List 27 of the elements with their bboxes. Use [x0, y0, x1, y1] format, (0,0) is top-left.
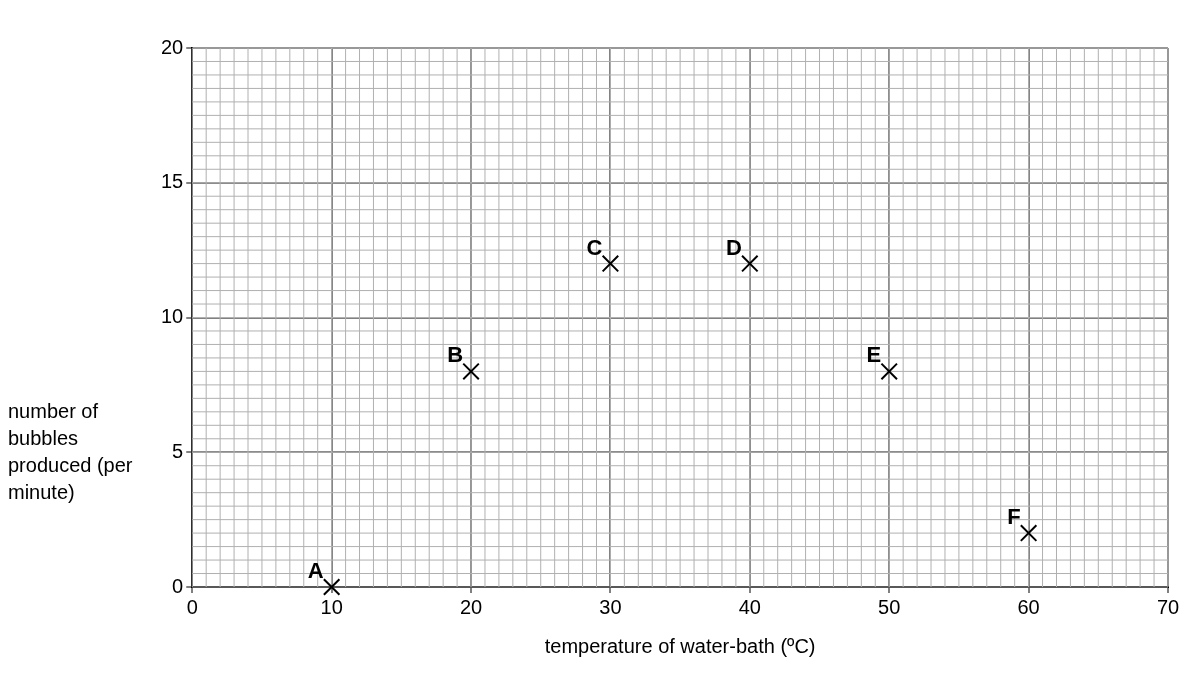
x-tick-label: 10 — [320, 595, 343, 618]
y-tick-label: 10 — [161, 305, 184, 328]
annotation: F — [1007, 504, 1021, 530]
x-tick-label: 40 — [738, 595, 761, 618]
x-tick-label: 50 — [878, 595, 901, 618]
x-tick-label: 20 — [459, 595, 483, 618]
x-tick-label: 0 — [186, 595, 198, 618]
annotation: D — [725, 234, 742, 260]
annotation: B — [447, 342, 464, 368]
point — [462, 362, 480, 381]
y-tick-label: 0 — [172, 574, 184, 597]
point — [880, 362, 898, 381]
annotation: C — [586, 234, 603, 260]
annotation: A — [307, 558, 324, 584]
point — [1019, 524, 1038, 542]
x-tick-label: 70 — [1156, 595, 1180, 618]
x-axis-title: temperature of water-bath (ºC) — [544, 634, 816, 657]
y-tick-label: 20 — [161, 35, 184, 58]
y-tick-label: 15 — [161, 170, 184, 193]
annotation: E — [866, 342, 882, 368]
x-tick-label: 60 — [1017, 595, 1040, 618]
y-axis-title: number of bubbles produced (per minute) — [8, 399, 134, 505]
x-tick-label: 30 — [599, 595, 622, 618]
point — [741, 254, 759, 273]
y-tick-label: 5 — [172, 439, 184, 462]
point — [322, 578, 341, 596]
point — [601, 254, 620, 273]
